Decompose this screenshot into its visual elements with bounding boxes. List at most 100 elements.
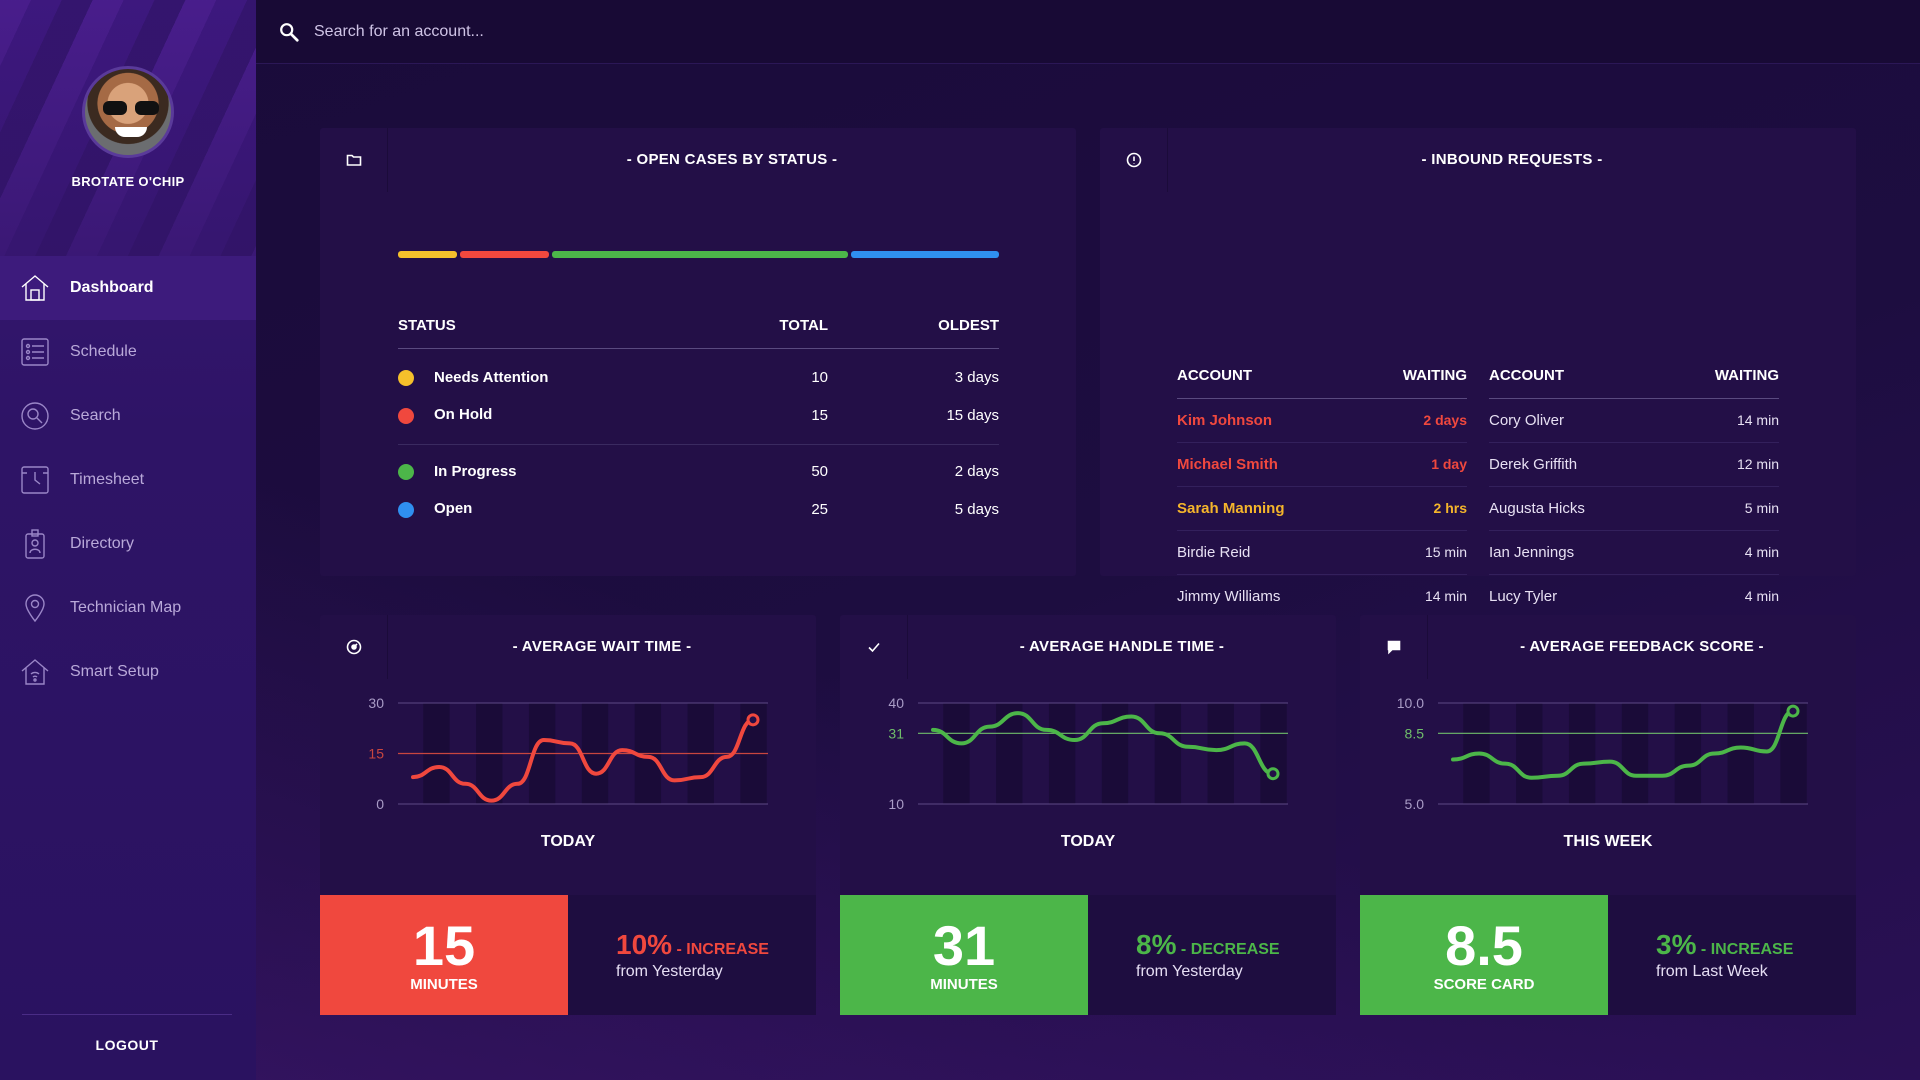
handle-time-chart: 40 31 10 (888, 695, 1288, 812)
table-row[interactable]: Open 25 5 days (398, 490, 999, 528)
status-label: On Hold (434, 406, 493, 424)
y-tick-label: 8.5 (1405, 725, 1425, 741)
table-row[interactable]: Jimmy Williams 14 min (1177, 574, 1467, 618)
delta-percent: 8% (1136, 929, 1177, 960)
waiting-time: 12 min (1662, 442, 1779, 487)
status-label: Open (434, 500, 473, 518)
y-tick-label: 5.0 (1405, 796, 1425, 812)
inbound-table-right: ACCOUNT WAITING Cory Oliver 14 min Derek G… (1489, 354, 1779, 618)
metric-delta-box: 8% - DECREASE from Yesterday (1088, 895, 1336, 1015)
panel-title: - INBOUND REQUESTS - (1421, 151, 1603, 168)
status-dot-red (398, 407, 414, 424)
search-input[interactable] (314, 22, 914, 41)
table-row[interactable]: Cory Oliver 14 min (1489, 398, 1779, 443)
panel-header: - OPEN CASES BY STATUS - (320, 128, 1076, 192)
table-row[interactable]: Birdie Reid 15 min (1177, 530, 1467, 575)
chat-icon (1360, 615, 1428, 679)
info-icon (1100, 128, 1168, 192)
metric-value-box: 15 MINUTES (320, 895, 568, 1015)
inbound-table-left: ACCOUNT WAITING Kim Johnson 2 days Michael… (1177, 354, 1467, 618)
delta-comparison: from Yesterday (616, 963, 723, 980)
column-header-account: ACCOUNT (1177, 354, 1359, 399)
chart-band (1207, 703, 1234, 804)
table-row[interactable]: Lucy Tyler 4 min (1489, 574, 1779, 618)
sidebar-item-label: Search (70, 407, 121, 424)
metric-value: 15 (412, 913, 476, 977)
sidebar-item-schedule[interactable]: Schedule (0, 320, 256, 384)
waiting-time: 15 min (1358, 530, 1467, 575)
y-tick-label: 15 (368, 746, 384, 762)
chart-band (1048, 703, 1076, 804)
panel-title: - OPEN CASES BY STATUS - (626, 151, 838, 168)
row-divider (398, 434, 999, 445)
oldest-value: 15 days (946, 406, 999, 424)
average-wait-time-panel: - AVERAGE WAIT TIME - 30 15 0 TODAY 15 MIN… (320, 615, 816, 1015)
account-name: Sarah Manning (1177, 486, 1359, 531)
sidebar-item-label: Smart Setup (70, 663, 159, 680)
y-tick-label: 0 (376, 796, 384, 812)
clock-icon (18, 463, 52, 497)
table-row[interactable]: Derek Griffith 12 min (1489, 442, 1779, 487)
column-header-total: TOTAL (748, 304, 828, 349)
sidebar-item-dashboard[interactable]: Dashboard (0, 256, 256, 320)
delta-label: 8% - DECREASE (1136, 929, 1336, 961)
column-header-waiting: WAITING (1662, 354, 1779, 399)
map-pin-icon (18, 591, 52, 625)
table-row[interactable]: In Progress 50 2 days (398, 444, 999, 490)
metric-value: 8.5 (1445, 913, 1523, 977)
status-bar-open (851, 251, 999, 258)
series-line (931, 711, 1275, 776)
chart-period-label: THIS WEEK (1563, 833, 1653, 850)
list-icon (18, 335, 52, 369)
account-name: Birdie Reid (1177, 530, 1359, 575)
chart-period-label: TODAY (1060, 833, 1116, 850)
panel-header: - INBOUND REQUESTS - (1100, 128, 1856, 192)
table-row[interactable]: On Hold 15 15 days (398, 396, 999, 434)
sidebar-item-technician-map[interactable]: Technician Map (0, 576, 256, 640)
open-cases-panel: - OPEN CASES BY STATUS - STATUS TOTAL OL… (320, 128, 1076, 576)
average-feedback-score-panel: - AVERAGE FEEDBACK SCORE - 10.0 8.5 5.0 TH… (1360, 615, 1856, 1015)
sidebar-item-label: Timesheet (70, 471, 145, 488)
sidebar-item-label: Schedule (70, 343, 137, 360)
status-dot-green (398, 463, 414, 480)
status-label: Needs Attention (434, 368, 549, 386)
waiting-time: 5 min (1662, 486, 1779, 531)
series-line (411, 717, 755, 803)
waiting-time: 4 min (1744, 588, 1779, 605)
table-row[interactable]: Ian Jennings 4 min (1489, 530, 1779, 575)
sidebar: BROTATE O'CHIP Dashboard Schedule Search… (0, 0, 256, 1080)
series-line (1451, 709, 1795, 780)
table-row[interactable]: Michael Smith 1 day (1177, 442, 1467, 487)
status-distribution-bar (398, 251, 999, 258)
waiting-time: 1 day (1358, 442, 1467, 487)
search-icon (18, 399, 52, 433)
oldest-value: 5 days (954, 500, 999, 518)
metric-unit: SCORE CARD (1433, 975, 1535, 993)
series-end-point (746, 713, 760, 727)
status-dot-yellow (398, 369, 414, 386)
avatar[interactable] (82, 66, 174, 158)
table-row[interactable]: Needs Attention 10 3 days (398, 348, 999, 396)
delta-word: - INCREASE (676, 941, 769, 958)
y-tick-label: 10.0 (1397, 695, 1424, 711)
series-end-point (1786, 704, 1800, 718)
table-row[interactable]: Augusta Hicks 5 min (1489, 486, 1779, 531)
delta-label: 10% - INCREASE (616, 929, 816, 961)
table-row[interactable]: Sarah Manning 2 hrs (1177, 486, 1467, 531)
status-bar-on-hold (460, 251, 549, 258)
total-value: 10 (811, 368, 828, 386)
logout-button[interactable]: LOGOUT (22, 1014, 232, 1053)
sidebar-item-directory[interactable]: Directory (0, 512, 256, 576)
sidebar-item-timesheet[interactable]: Timesheet (0, 448, 256, 512)
sidebar-item-smart-setup[interactable]: Smart Setup (0, 640, 256, 704)
metric-unit: MINUTES (410, 975, 478, 993)
account-name: Ian Jennings (1489, 530, 1663, 575)
feedback-score-chart: 10.0 8.5 5.0 (1397, 695, 1808, 812)
sidebar-item-search[interactable]: Search (0, 384, 256, 448)
waiting-time: 14 min (1662, 398, 1779, 443)
folder-icon (320, 128, 388, 192)
y-tick-label: 31 (888, 725, 904, 741)
account-name: Kim Johnson (1177, 398, 1359, 443)
table-row[interactable]: Kim Johnson 2 days (1177, 398, 1467, 443)
status-bar-needs-attention (398, 251, 458, 258)
